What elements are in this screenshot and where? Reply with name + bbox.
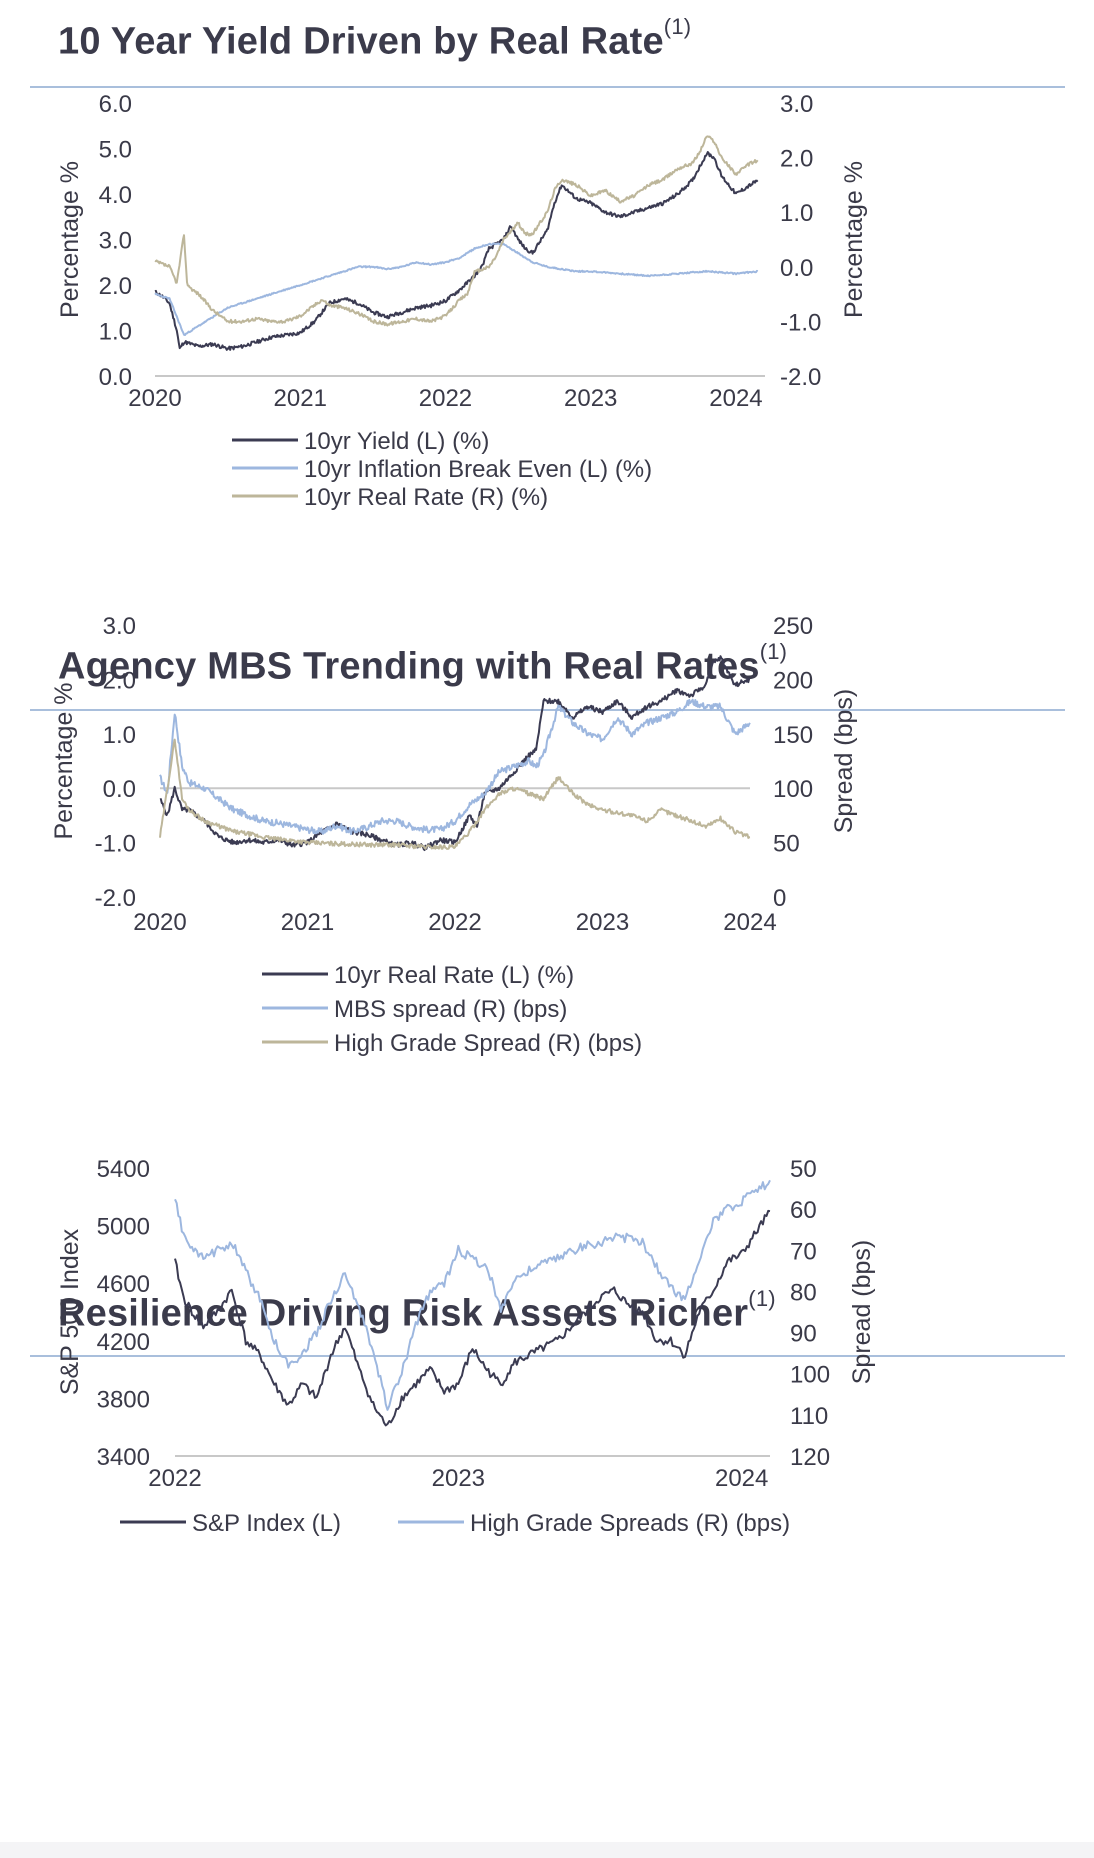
y-tick-label-right: 90 (790, 1321, 817, 1348)
y-tick-label-right: 0 (773, 885, 786, 912)
y-tick-label-right: 250 (773, 613, 813, 640)
chart-title: Resilience Driving Risk Assets Richer(1) (58, 1286, 776, 1336)
y-tick-label-left: 2.0 (99, 273, 132, 300)
x-tick-label: 2024 (723, 909, 776, 936)
yield-chart: 0.0 1.0 2.0 3.0 4.0 5.0 6.0 -2.0 -1.0 0.0 1.0 2.0 3.… (56, 91, 868, 511)
y-tick-label-right: 3.0 (780, 91, 813, 118)
y-tick-label-left: 3.0 (103, 613, 136, 640)
legend-label: MBS spread (R) (bps) (334, 996, 567, 1023)
x-tick-label: 2022 (148, 1465, 201, 1492)
mbs-chart: -2.0 -1.0 0.0 1.0 2.0 3.0 0 50 100 150 200 250 2020 2… (50, 613, 858, 1057)
y-tick-label-left: 3.0 (99, 228, 132, 255)
y-tick-label-left: 5000 (97, 1214, 150, 1241)
y-axis-title-left: S&P 500 Index (56, 1228, 84, 1395)
y-tick-label-left: -1.0 (95, 831, 136, 858)
legend-label: 10yr Yield (L) (%) (304, 428, 489, 455)
x-tick-label: 2024 (709, 385, 762, 412)
title-rule (30, 86, 1065, 88)
y-tick-label-left: 4600 (97, 1271, 150, 1298)
y-tick-label-right: 50 (790, 1156, 817, 1183)
x-tick-label: 2023 (576, 909, 629, 936)
y-tick-label-left: 1.0 (103, 722, 136, 749)
y-tick-label-right: 2.0 (780, 146, 813, 173)
y-tick-label-left: 5.0 (99, 137, 132, 164)
y-tick-label-left: 0.0 (99, 364, 132, 391)
series-line-10yr-real-rate-l (159, 655, 751, 852)
legend-label: 10yr Real Rate (R) (%) (304, 484, 548, 511)
series-line-high-grade-spread-r-bps (159, 738, 751, 850)
chart-title-text: Agency MBS Trending with Real Rates (58, 645, 760, 688)
chart-title: 10 Year Yield Driven by Real Rate(1) (58, 14, 691, 64)
chart-title-text: 10 Year Yield Driven by Real Rate (58, 20, 664, 63)
y-tick-label-left: 6.0 (99, 91, 132, 118)
title-rule (30, 1355, 1065, 1357)
y-tick-label-right: -1.0 (780, 309, 821, 336)
y-tick-label-right: 100 (773, 776, 813, 803)
chart-title: Agency MBS Trending with Real Rates(1) (58, 639, 787, 689)
series-line-high-grade-spreads-r-bps (174, 1179, 771, 1411)
series-line-s-p-index-l (174, 1209, 771, 1427)
x-tick-label: 2023 (432, 1465, 485, 1492)
y-tick-label-right: 150 (773, 722, 813, 749)
y-tick-label-left: 2.0 (103, 667, 136, 694)
title-rule (30, 709, 1065, 711)
series-line-10yr-inflation-break-even-l (154, 242, 759, 336)
x-tick-label: 2020 (133, 909, 186, 936)
y-tick-label-right: 80 (790, 1279, 817, 1306)
y-tick-label-right: 200 (773, 667, 813, 694)
x-tick-label: 2021 (281, 909, 334, 936)
y-axis-title-right: Percentage % (840, 161, 868, 318)
x-tick-label: 2022 (428, 909, 481, 936)
legend-label: 10yr Real Rate (L) (%) (334, 962, 574, 989)
risk-chart: 3400 3800 4200 4600 5000 5400 50 60 70 80 90 100 110… (56, 1156, 876, 1537)
legend-label: High Grade Spreads (R) (bps) (470, 1510, 790, 1537)
y-tick-label-right: 0.0 (780, 255, 813, 282)
y-axis-title-right: Spread (bps) (848, 1240, 876, 1385)
y-axis-title-left: Percentage % (50, 682, 78, 839)
y-tick-label-left: 1.0 (99, 319, 132, 346)
x-tick-label: 2022 (419, 385, 472, 412)
legend-label: 10yr Inflation Break Even (L) (%) (304, 456, 652, 483)
legend-label: S&P Index (L) (192, 1510, 341, 1537)
y-tick-label-right: 60 (790, 1197, 817, 1224)
y-tick-label-left: -2.0 (95, 885, 136, 912)
series-line-10yr-yield-l (154, 151, 759, 351)
y-tick-label-left: 3400 (97, 1444, 150, 1471)
footnote-marker: (1) (663, 14, 692, 39)
x-tick-label: 2024 (715, 1465, 768, 1492)
y-tick-label-left: 4.0 (99, 182, 132, 209)
y-tick-label-left: 4200 (97, 1329, 150, 1356)
y-tick-label-right: 110 (790, 1403, 828, 1430)
legend-label: High Grade Spread (R) (bps) (334, 1030, 642, 1057)
y-tick-label-left: 3800 (97, 1386, 150, 1413)
series-line-mbs-spread-r-bps (159, 698, 751, 836)
footnote-marker: (1) (748, 1286, 776, 1311)
x-tick-label: 2023 (564, 385, 617, 412)
chart-title-text: Resilience Driving Risk Assets Richer (58, 1292, 749, 1335)
x-tick-label: 2020 (128, 385, 181, 412)
y-tick-label-left: 5400 (97, 1156, 150, 1183)
series-line-10yr-real-rate-r (154, 135, 759, 327)
footnote-marker: (1) (759, 639, 788, 664)
y-axis-title-right: Spread (bps) (830, 689, 858, 834)
y-axis-title-left: Percentage % (56, 161, 84, 318)
y-tick-label-right: 120 (790, 1444, 830, 1471)
y-tick-label-left: 0.0 (103, 776, 136, 803)
y-tick-label-right: 70 (790, 1238, 817, 1265)
y-tick-label-right: 100 (790, 1362, 830, 1389)
y-tick-label-right: 50 (773, 831, 800, 858)
page-footer-band (0, 1842, 1094, 1858)
x-tick-label: 2021 (274, 385, 327, 412)
y-tick-label-right: -2.0 (780, 364, 821, 391)
y-tick-label-right: 1.0 (780, 200, 813, 227)
